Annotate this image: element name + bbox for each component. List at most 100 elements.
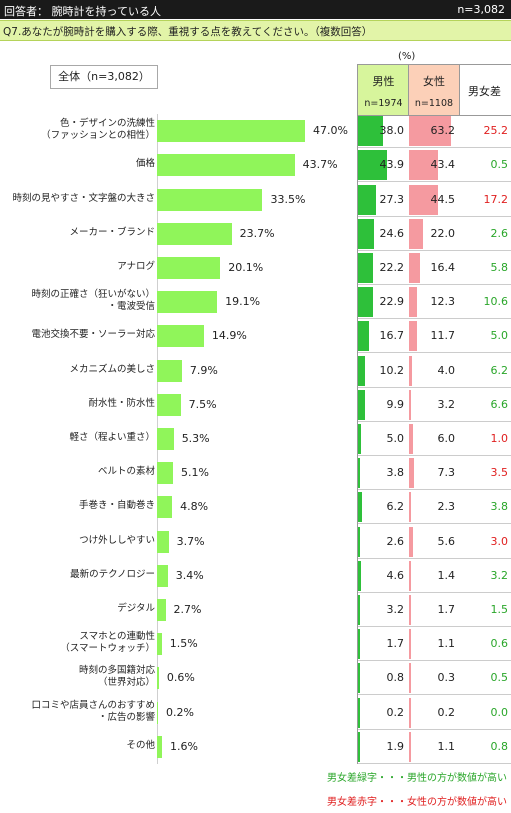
male-bar xyxy=(358,731,360,762)
diff-value: 5.0 xyxy=(490,329,509,343)
diff-value: 2.6 xyxy=(490,226,509,240)
diff-value: 0.0 xyxy=(490,705,509,719)
overall-value: 43.7% xyxy=(302,158,338,172)
male-bar xyxy=(358,492,363,523)
category-label: 時刻の多国籍対応 （世界対応） xyxy=(78,665,155,689)
overall-bar xyxy=(157,291,218,314)
male-bar xyxy=(358,287,374,318)
overall-bar xyxy=(157,393,181,416)
male-value: 16.7 xyxy=(379,329,405,343)
female-value: 4.0 xyxy=(437,363,456,377)
overall-value: 19.1% xyxy=(225,295,261,309)
female-bar xyxy=(409,116,451,147)
overall-value: 5.1% xyxy=(181,466,209,480)
male-value: 38.0 xyxy=(379,124,405,138)
male-value: 27.3 xyxy=(379,192,405,206)
category-label: デジタル xyxy=(117,602,155,614)
male-value: 24.6 xyxy=(379,226,405,240)
male-bar xyxy=(358,218,375,249)
overall-bar xyxy=(157,667,159,690)
male-value: 3.2 xyxy=(386,602,405,616)
female-value: 5.6 xyxy=(437,534,456,548)
overall-value: 3.7% xyxy=(176,534,205,548)
female-bar xyxy=(409,492,411,523)
table-row xyxy=(358,285,511,320)
female-value: 3.2 xyxy=(437,397,456,411)
female-value: 1.1 xyxy=(437,739,456,753)
female-bar xyxy=(409,663,411,694)
overall-bar xyxy=(157,530,169,553)
category-label: その他 xyxy=(126,739,155,751)
female-bar xyxy=(409,184,439,215)
male-value: 4.6 xyxy=(386,568,405,582)
category-label: スマホとの連動性 （スマートウォッチ） xyxy=(60,631,155,655)
overall-bar xyxy=(157,188,263,211)
table-row xyxy=(358,114,511,149)
category-label: 色・デザインの洗練性 （ファッションとの相性） xyxy=(41,118,155,142)
overall-bar xyxy=(157,120,305,143)
male-value: 5.0 xyxy=(386,431,405,445)
male-bar xyxy=(358,697,360,728)
male-bar xyxy=(358,594,361,625)
female-bar xyxy=(409,218,424,249)
female-value: 1.7 xyxy=(437,602,456,616)
male-bar xyxy=(358,560,362,591)
category-label: メカニズムの美しさ xyxy=(69,363,155,375)
male-value: 2.6 xyxy=(386,534,405,548)
table-row xyxy=(358,730,511,764)
overall-value: 0.6% xyxy=(166,671,195,685)
female-value: 12.3 xyxy=(430,295,456,309)
category-label: 耐水性・防水性 xyxy=(88,397,155,409)
overall-bar xyxy=(157,359,182,382)
male-bar xyxy=(358,252,373,283)
diff-value: 3.5 xyxy=(490,466,509,480)
female-bar xyxy=(409,287,418,318)
female-column-header: 女性 n=1108 xyxy=(408,64,460,116)
female-bar xyxy=(409,458,414,489)
unit-label: (%) xyxy=(398,51,416,62)
category-label: つけ外ししやすい xyxy=(79,534,155,546)
male-column-header: 男性 n=1974 xyxy=(357,64,410,116)
male-value: 6.2 xyxy=(386,500,405,514)
legend-red-note: 男女差赤字・・・女性の方が数値が高い xyxy=(327,797,507,808)
diff-value: 5.8 xyxy=(490,260,509,274)
male-value: 9.9 xyxy=(386,397,405,411)
table-row xyxy=(358,217,511,251)
overall-value: 5.3% xyxy=(181,431,210,445)
overall-value: 7.9% xyxy=(189,363,218,377)
female-n: n=1108 xyxy=(414,98,454,109)
overall-value: 33.5% xyxy=(270,192,306,206)
male-bar xyxy=(358,355,365,386)
diff-value: 1.5 xyxy=(490,602,509,616)
male-bar xyxy=(358,150,387,181)
diff-value: 6.2 xyxy=(490,363,509,377)
female-bar xyxy=(409,150,438,181)
female-value: 43.4 xyxy=(430,158,456,172)
overall-bar xyxy=(157,701,158,724)
category-label: 手巻き・自動巻き xyxy=(78,500,155,512)
female-bar xyxy=(409,560,411,591)
overall-bar xyxy=(157,256,221,279)
diff-value: 0.5 xyxy=(490,158,509,172)
male-bar xyxy=(358,663,360,694)
overall-bar xyxy=(157,462,174,485)
female-value: 1.1 xyxy=(437,637,456,651)
table-row xyxy=(358,353,511,388)
male-bar xyxy=(358,321,369,352)
female-value: 0.3 xyxy=(437,671,456,685)
male-bar xyxy=(358,526,360,557)
overall-legend-box: 全体（n=3,082） xyxy=(50,65,158,89)
male-value: 1.7 xyxy=(386,637,405,651)
female-bar xyxy=(409,731,411,762)
female-value: 1.4 xyxy=(437,568,456,582)
diff-value: 3.8 xyxy=(490,500,509,514)
diff-value: 25.2 xyxy=(483,124,509,138)
male-bar xyxy=(358,629,360,660)
diff-value: 6.6 xyxy=(490,397,509,411)
male-bar xyxy=(358,458,361,489)
overall-value: 23.7% xyxy=(239,226,275,240)
diff-column-header: 男女差 xyxy=(458,64,511,116)
overall-value: 2.7% xyxy=(173,602,202,616)
category-label: 価格 xyxy=(135,158,155,170)
table-row xyxy=(358,593,511,627)
